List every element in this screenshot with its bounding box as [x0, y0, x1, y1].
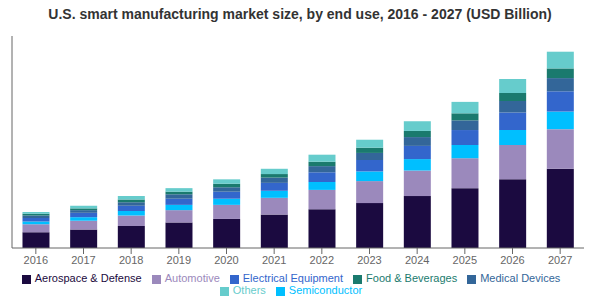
html-text:Automotive: Automotive [164, 272, 220, 284]
svg-text:2025: 2025 [453, 254, 477, 266]
svg-text:2026: 2026 [500, 254, 524, 266]
html-text:Electrical Equipment: Electrical Equipment [242, 272, 343, 284]
svg-text:2023: 2023 [357, 254, 381, 266]
svg-text:2020: 2020 [214, 254, 238, 266]
html-text:U.S. smart manufacturing marke: U.S. smart manufacturing market size, by… [48, 6, 552, 22]
svg-text:2021: 2021 [262, 254, 286, 266]
svg-text:2024: 2024 [405, 254, 429, 266]
html-text:Aerospace & Defense: Aerospace & Defense [34, 272, 142, 284]
svg-text:2022: 2022 [310, 254, 334, 266]
svg-text:2017: 2017 [71, 254, 95, 266]
html-text:Medical Devices: Medical Devices [480, 272, 561, 284]
html-text:Others: Others [232, 284, 266, 296]
svg-text:2027: 2027 [548, 254, 572, 266]
svg-text:2018: 2018 [119, 254, 143, 266]
html-text:Food & Beverages: Food & Beverages [366, 272, 458, 284]
svg-text:2016: 2016 [24, 254, 48, 266]
svg-text:2019: 2019 [167, 254, 191, 266]
html-text:Semiconductor: Semiconductor [288, 284, 363, 296]
